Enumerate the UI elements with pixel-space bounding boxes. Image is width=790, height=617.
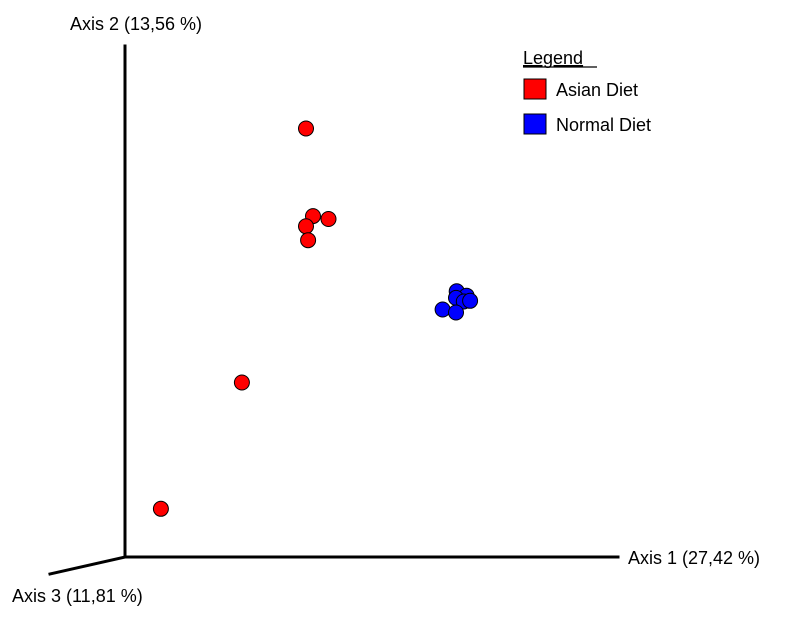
- point-asian-diet-1: [298, 120, 314, 137]
- axis-1-label: Axis 1 (27,42 %): [628, 548, 760, 568]
- point-asian-diet-7: [152, 500, 169, 517]
- legend-swatch-asian-diet: [523, 78, 547, 100]
- legend: Legend Asian Diet Normal Diet: [523, 48, 651, 135]
- point-normal-diet-7: [448, 304, 464, 321]
- point-asian-diet-3: [320, 211, 337, 227]
- legend-label-asian-diet: Asian Diet: [556, 80, 638, 100]
- legend-title: Legend: [523, 48, 583, 68]
- axis-3-line: [48, 555, 127, 576]
- point-asian-diet-5: [300, 232, 317, 249]
- legend-label-normal-diet: Normal Diet: [556, 115, 651, 135]
- axes: [48, 44, 620, 576]
- point-normal-diet-6: [434, 301, 451, 318]
- legend-swatch-normal-diet: [523, 113, 547, 135]
- axis-2-label: Axis 2 (13,56 %): [70, 14, 202, 34]
- axis-3-label: Axis 3 (11,81 %): [12, 586, 143, 606]
- point-asian-diet-4: [298, 218, 314, 235]
- data-points: [152, 120, 479, 517]
- axis-labels: Axis 2 (13,56 %) Axis 1 (27,42 %) Axis 3…: [12, 14, 760, 606]
- point-asian-diet-6: [233, 374, 250, 391]
- point-normal-diet-5: [462, 292, 479, 309]
